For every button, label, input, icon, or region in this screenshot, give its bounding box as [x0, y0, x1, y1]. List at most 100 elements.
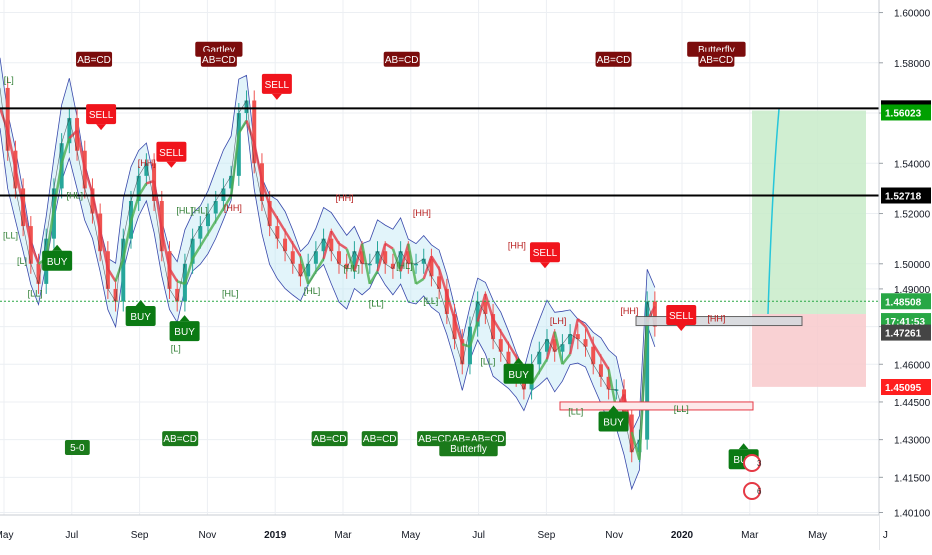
candle-body	[483, 301, 488, 315]
pattern-label-text: AB=CD	[363, 434, 397, 445]
time-axis-label: Mar	[741, 530, 759, 541]
swing-label: [LL]	[423, 296, 438, 306]
supertrend-segment	[268, 205, 279, 220]
buy-signal-pointer	[608, 405, 619, 412]
swing-label: [HH]	[336, 193, 354, 203]
price-axis-label: 1.46000	[894, 360, 931, 371]
pattern-label-text: Gartley	[203, 45, 235, 56]
sell-signal-text: SELL	[89, 110, 114, 121]
candle-body	[136, 175, 141, 201]
candle-body	[90, 188, 95, 214]
stop-loss-zone	[752, 314, 866, 387]
candle-body	[190, 238, 195, 264]
pattern-label-text: Butterfly	[450, 444, 487, 455]
candle-body	[36, 263, 41, 284]
supertrend-segment	[75, 130, 86, 169]
swing-label: [L]	[17, 256, 27, 266]
time-axis-label: Sep	[131, 530, 149, 541]
swing-label: [LL]	[568, 407, 583, 417]
candle-body	[475, 301, 480, 327]
supertrend-segment	[222, 195, 233, 210]
candle-body	[591, 346, 596, 365]
pattern-label-text: AB=CD	[163, 434, 197, 445]
buy-signal-box	[169, 321, 200, 342]
candle-body	[267, 200, 272, 227]
supertrend-segment	[283, 230, 294, 245]
supertrend-segment	[122, 220, 133, 260]
swing-label: [LL]	[674, 404, 689, 414]
candle-body	[321, 238, 326, 252]
time-axis-label: Jul	[65, 530, 78, 541]
supertrend-segment	[52, 163, 63, 209]
swing-label: [HH]	[413, 208, 431, 218]
supertrend-segment	[191, 245, 202, 260]
candle-body	[398, 251, 403, 269]
supertrend-segment	[83, 167, 94, 194]
candle-body	[336, 251, 341, 264]
candle-body	[429, 258, 434, 277]
candle-body	[313, 251, 318, 264]
supertrend-segment	[60, 137, 71, 164]
take-profit-zone	[752, 110, 866, 315]
supertrend-segment	[29, 243, 40, 265]
supertrend-segment	[445, 293, 456, 320]
projection-line	[767, 109, 780, 315]
event-marker-ring	[743, 482, 761, 500]
time-axis-label: Sep	[538, 530, 556, 541]
price-axis-label: 1.49000	[894, 285, 931, 296]
candle-body	[329, 238, 334, 252]
supertrend-segment	[468, 321, 479, 348]
sell-signal-text: SELL	[159, 148, 184, 159]
swing-label: [HH]	[138, 158, 156, 168]
candle-body	[121, 238, 126, 302]
candle-body	[290, 251, 295, 264]
price-level-tag-text: 17:41:53	[885, 317, 925, 328]
price-level-tag-box	[881, 379, 931, 396]
candle-body	[144, 163, 149, 176]
supertrend-segment	[499, 330, 510, 345]
candle-body	[606, 376, 611, 390]
supertrend-segment	[276, 217, 287, 232]
candle-body	[213, 200, 218, 214]
candle-body	[5, 87, 10, 151]
time-axis-label: May	[401, 530, 420, 541]
swing-label: [LH]	[550, 316, 567, 326]
pattern-label: 5-0	[64, 439, 90, 455]
time-axis-bg	[0, 515, 879, 550]
supertrend-segment	[307, 270, 317, 285]
candle-body	[460, 339, 465, 365]
candle-body	[544, 339, 549, 352]
supertrend-segment	[6, 130, 17, 169]
supertrend-segment	[492, 318, 502, 333]
sell-signal-pointer	[96, 124, 107, 131]
sell-signal: SELL	[261, 73, 292, 100]
time-axis-label: Nov	[199, 530, 217, 541]
supertrend-segment	[561, 353, 572, 366]
supertrend-segment	[291, 243, 302, 257]
sell-signal: SELL	[86, 104, 117, 131]
swing-label: [HL]	[176, 206, 193, 216]
candle-body	[560, 344, 565, 352]
range-box	[635, 316, 803, 327]
buy-signal-pointer	[179, 315, 190, 322]
price-level-tag: 1.56023	[881, 104, 931, 121]
supertrend-segment	[638, 321, 649, 460]
supertrend-segment	[21, 205, 33, 244]
supertrend-segment	[183, 258, 194, 285]
swing-label: [L]	[171, 344, 181, 354]
swing-label: [HH]	[508, 241, 526, 251]
candle-body	[421, 258, 426, 264]
candle-body	[452, 314, 457, 340]
pattern-label-text: AB=CD	[597, 55, 631, 66]
event-marker-count: 3	[757, 459, 762, 468]
buy-signal-pointer	[513, 357, 524, 364]
supertrend-segment	[368, 270, 379, 285]
price-level-tag: 1.45095	[881, 379, 931, 396]
sell-signal-box	[261, 73, 292, 94]
candle-body	[575, 334, 580, 340]
buy-signal-text: BUY	[174, 327, 195, 338]
candle-body	[344, 263, 349, 269]
supertrend-segment	[338, 242, 348, 250]
swing-label: [HH]	[620, 306, 638, 316]
